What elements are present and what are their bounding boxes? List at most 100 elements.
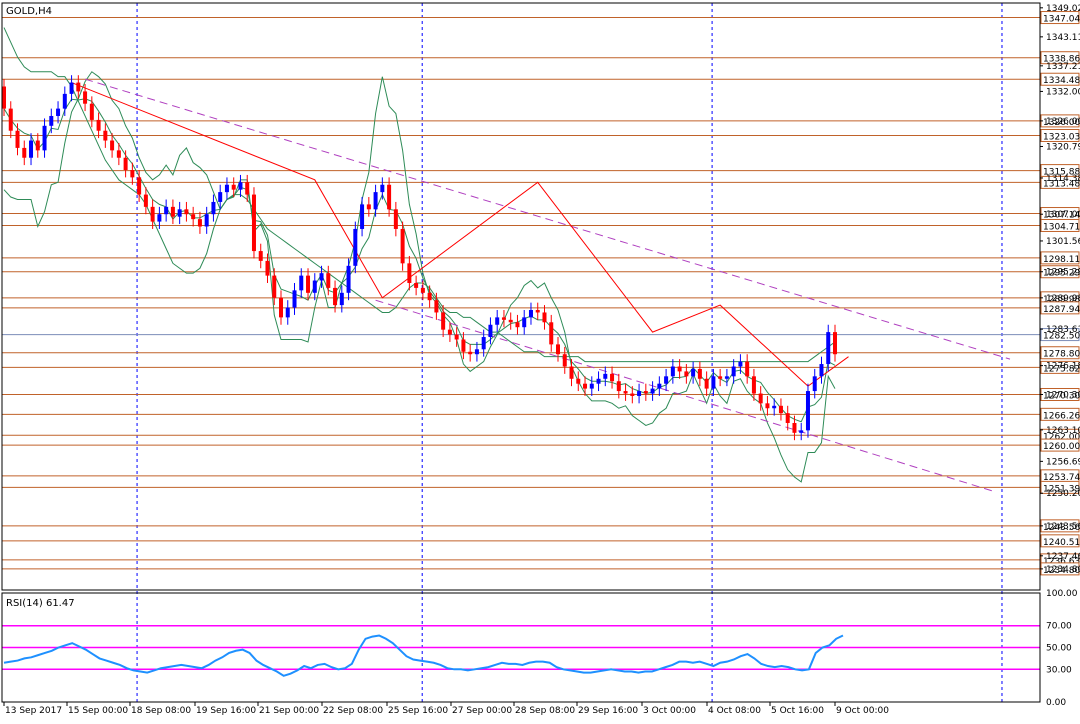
level-label: 1313.48 <box>1043 179 1080 189</box>
candle-body <box>157 214 162 222</box>
channel-upper <box>84 78 1011 360</box>
time-tick-label: 5 Oct 16:00 <box>771 706 824 716</box>
candle-body <box>778 405 783 414</box>
candle-body <box>826 332 831 365</box>
current-price-label: 1282.50 <box>1043 332 1080 342</box>
level-label: 1338.86 <box>1043 55 1080 65</box>
candle-body <box>576 378 581 384</box>
rsi-tick-label: 30.00 <box>1046 665 1072 675</box>
candle-body <box>22 147 27 158</box>
zigzag-line <box>71 82 849 387</box>
candle-body <box>441 312 446 330</box>
candle-body <box>684 371 689 377</box>
candle-body <box>49 115 54 126</box>
candle-body <box>56 108 61 116</box>
level-label-box <box>1040 51 1080 65</box>
candle-body <box>184 209 189 215</box>
time-tick-label: 29 Sep 16:00 <box>578 706 638 716</box>
level-label: 1304.71 <box>1043 222 1080 232</box>
candle-body <box>508 319 513 323</box>
level-label: 1240.51 <box>1043 538 1080 548</box>
level-label-box <box>1040 438 1080 452</box>
candle-body <box>360 204 365 229</box>
candle-body <box>414 282 419 288</box>
level-label: 1347.04 <box>1043 15 1080 25</box>
rsi-panel: 100.00 70.00 50.00 30.00 0.00 <box>2 589 1078 708</box>
candle-body <box>83 91 88 104</box>
bollinger-bands <box>3 27 836 483</box>
candle-body <box>528 310 533 318</box>
level-label-box <box>1040 480 1080 494</box>
candle-body <box>2 86 6 109</box>
level-label: 1287.94 <box>1043 305 1080 315</box>
rsi-tick-label: 70.00 <box>1046 622 1072 632</box>
candle-body <box>549 322 554 345</box>
candle-body <box>258 251 263 261</box>
level-label: 1262.00 <box>1043 432 1080 442</box>
candle-body <box>393 209 398 229</box>
candle-body <box>805 391 810 431</box>
candle-body <box>231 184 236 190</box>
candle-body <box>224 184 229 193</box>
level-label: 1307.14 <box>1043 211 1080 221</box>
candle-body <box>299 275 304 291</box>
candle-body <box>447 329 452 335</box>
candle-body <box>103 130 108 141</box>
candle-body <box>785 413 790 423</box>
level-label-box <box>1040 11 1080 25</box>
candle-body <box>751 376 756 394</box>
candle-body <box>238 182 243 190</box>
level-label: 1295.29 <box>1043 269 1080 279</box>
candle-body <box>29 140 34 158</box>
price-tick-label: 1332.00 <box>1046 87 1080 97</box>
channel-lower <box>375 299 996 493</box>
price-tick-label: 1283.61 <box>1046 325 1080 335</box>
candle-body <box>691 368 696 377</box>
time-tick-label: 27 Sep 00:00 <box>452 706 512 716</box>
level-label-box <box>1040 72 1080 86</box>
price-tick-label: 1343.11 <box>1046 33 1080 43</box>
candle-body <box>170 206 175 217</box>
candle-body <box>380 184 385 193</box>
band-middle <box>3 98 836 423</box>
level-label: 1253.74 <box>1043 473 1080 483</box>
candle-body <box>616 381 621 392</box>
candle-body <box>407 263 412 283</box>
candle-body <box>677 366 682 372</box>
price-tick-label: 1243.56 <box>1046 522 1080 532</box>
time-tick-label: 19 Sep 16:00 <box>196 706 256 716</box>
main-panel-frame <box>1 2 1041 591</box>
price-tick-label: 1256.69 <box>1046 457 1080 467</box>
candle-body <box>211 201 216 215</box>
candle-body <box>474 349 479 355</box>
candle-body <box>312 280 317 293</box>
candle-body <box>501 317 506 320</box>
level-label-box <box>1040 534 1080 548</box>
candle-body <box>96 119 101 131</box>
candle-body <box>772 405 777 409</box>
rsi-tick-label: 0.00 <box>1046 698 1066 708</box>
candle-body <box>130 170 135 178</box>
rsi-tick-label: 100.00 <box>1046 589 1078 599</box>
candle-body <box>427 292 432 301</box>
candle-body <box>306 275 311 293</box>
candle-body <box>292 290 297 308</box>
price-tick-label: 1237.46 <box>1046 552 1080 562</box>
rsi-tick-label: 50.00 <box>1046 644 1072 654</box>
candle-body <box>569 366 574 379</box>
candle-body <box>488 324 493 338</box>
level-label-box <box>1040 251 1080 265</box>
candle-body <box>333 287 338 306</box>
candle-body <box>765 403 770 409</box>
candle-body <box>481 337 486 350</box>
candle-body <box>643 391 648 394</box>
rsi-line <box>3 634 844 677</box>
candle-body <box>373 192 378 210</box>
level-label: 1234.80 <box>1043 566 1080 576</box>
candle-body <box>272 275 277 298</box>
level-lines: 1347.04 1338.86 1334.48 1326.00 1323.03 1315.… <box>2 11 1080 576</box>
candle-body <box>35 140 40 151</box>
candle-body <box>603 373 608 379</box>
band-lower <box>3 71 836 483</box>
